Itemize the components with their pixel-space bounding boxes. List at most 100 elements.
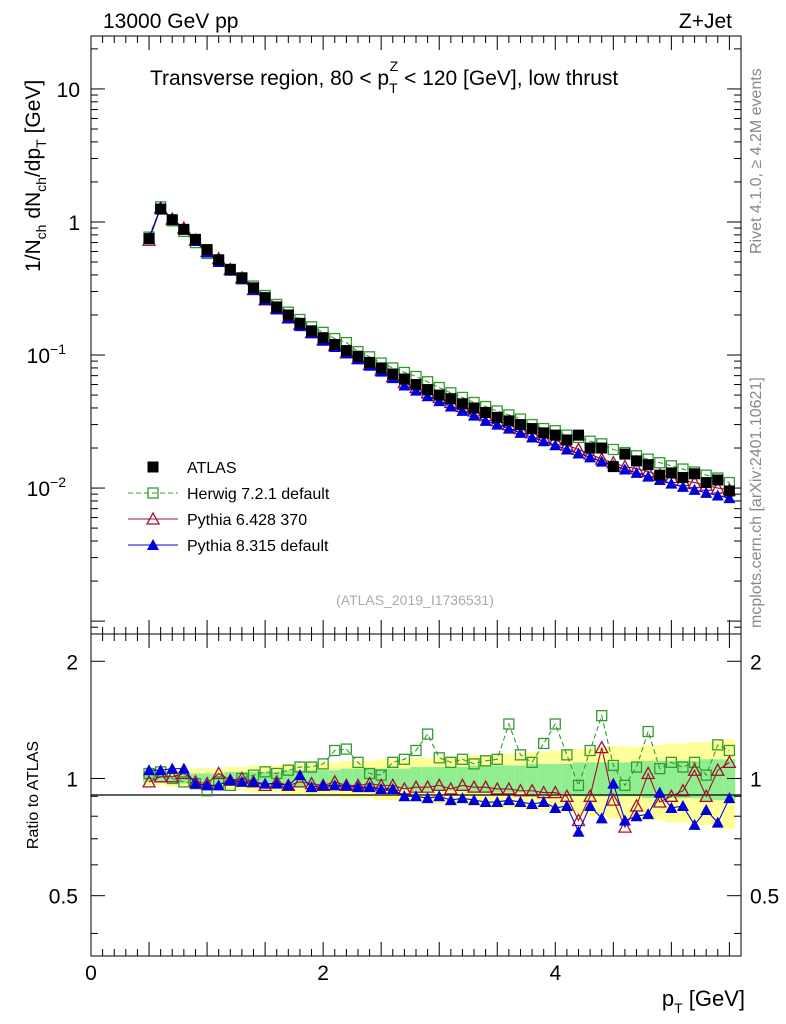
ratio-point-pythia-6-428-370 <box>617 819 633 833</box>
ratio-point-pythia-8-315-default <box>642 808 655 820</box>
ratio-point-pythia-8-315-default <box>456 792 469 804</box>
main-point-atlas <box>387 368 399 380</box>
main-y-tick-label: 1 <box>68 212 80 235</box>
ratio-point-pythia-8-315-default <box>305 781 318 793</box>
ratio-point-herwig-7-2-1-default <box>352 756 364 769</box>
ratio-point-pythia-8-315-default <box>410 790 422 802</box>
main-point-atlas <box>213 254 225 266</box>
main-point-atlas <box>236 272 248 284</box>
ratio-band-inner <box>445 767 457 791</box>
ratio-y-tick-label: 1 <box>66 768 78 791</box>
x-tick-label: 0 <box>85 962 97 985</box>
main-point-atlas <box>294 317 306 329</box>
main-point-atlas <box>317 332 329 344</box>
ratio-band-inner <box>537 763 550 795</box>
main-point-pythia-8-315-default <box>665 477 678 489</box>
main-point-atlas <box>340 345 352 357</box>
ratio-point-herwig-7-2-1-default <box>445 756 457 769</box>
main-point-atlas <box>433 389 445 401</box>
legend: ATLAS Herwig 7.2.1 default Pythia 6.428 37… <box>128 460 330 555</box>
ratio-point-pythia-6-428-370 <box>722 755 737 769</box>
ratio-point-pythia-8-315-default <box>711 816 724 828</box>
ratio-point-pythia-8-315-default <box>723 792 736 804</box>
main-point-pythia-8-315-default <box>526 431 539 443</box>
main-point-atlas <box>410 379 422 391</box>
ratio-point-herwig-7-2-1-default <box>561 749 573 761</box>
main-point-atlas <box>468 402 480 414</box>
ratio-point-pythia-8-315-default <box>189 777 202 789</box>
ratio-point-herwig-7-2-1-default <box>282 764 294 776</box>
main-point-pythia-8-315-default <box>700 486 713 498</box>
ratio-point-herwig-7-2-1-default <box>642 725 654 738</box>
plot-title-prefix: Transverse region, 80 < p <box>150 67 389 90</box>
ratio-point-herwig-7-2-1-default <box>538 737 550 750</box>
main-point-pythia-8-315-default <box>514 426 527 438</box>
ratio-point-pythia-8-315-default <box>235 775 248 787</box>
x-tick-label: 2 <box>317 962 329 985</box>
main-point-pythia-8-315-default <box>549 439 562 451</box>
ratio-point-pythia-8-315-default <box>270 777 283 789</box>
main-point-herwig-7-2-1-default <box>654 457 666 469</box>
ratio-point-pythia-8-315-default <box>398 790 411 802</box>
legend-item-atlas: ATLAS <box>147 460 237 477</box>
main-point-pythia-8-315-default <box>630 466 643 478</box>
main-point-atlas <box>596 442 608 454</box>
main-point-pythia-8-315-default <box>398 379 411 391</box>
legend-label: Pythia 8.315 default <box>187 538 329 555</box>
ratio-point-pythia-6-428-370 <box>675 783 691 797</box>
energy-label: 13000 GeV pp <box>103 10 238 33</box>
ratio-series-pythia-8-315-default <box>143 762 736 837</box>
main-point-atlas <box>329 338 341 350</box>
legend-label: Pythia 6.428 370 <box>187 512 307 529</box>
main-point-atlas <box>422 384 434 396</box>
main-point-atlas <box>503 415 515 427</box>
ratio-point-pythia-8-315-default <box>537 796 550 808</box>
main-y-axis-label: 1/Nch dNch/dpT [GeV] <box>22 80 49 272</box>
main-point-atlas <box>631 455 643 467</box>
ratio-band-inner <box>526 763 538 795</box>
ratio-point-pythia-6-428-370 <box>571 813 586 827</box>
main-point-atlas <box>514 419 526 431</box>
ratio-line-herwig-7-2-1-default <box>148 713 730 792</box>
ratio-point-pythia-6-428-370 <box>699 788 714 802</box>
main-point-atlas <box>364 356 376 368</box>
main-point-pythia-8-315-default <box>421 390 434 402</box>
ratio-point-pythia-8-315-default <box>572 825 585 837</box>
legend-marker <box>147 539 159 550</box>
ratio-point-herwig-7-2-1-default <box>526 756 538 769</box>
ratio-y-tick-label-right: 0.5 <box>750 886 779 909</box>
main-point-atlas <box>677 472 689 484</box>
ratio-band-inner <box>328 770 341 788</box>
main-line-pythia-6-428-370 <box>148 207 730 491</box>
ratio-band-inner <box>561 763 573 795</box>
ratio-point-herwig-7-2-1-default <box>491 753 503 765</box>
main-point-atlas <box>607 461 619 473</box>
ratio-y-axis-label: Ratio to ATLAS <box>25 741 42 849</box>
ratio-point-herwig-7-2-1-default <box>479 755 492 767</box>
ratio-point-herwig-7-2-1-default <box>619 779 631 792</box>
main-point-pythia-8-315-default <box>444 400 457 412</box>
ratio-point-pythia-8-315-default <box>676 799 689 811</box>
ratio-point-herwig-7-2-1-default <box>387 756 399 769</box>
main-point-atlas <box>642 459 654 471</box>
ratio-point-pythia-6-428-370 <box>153 769 168 783</box>
main-point-atlas <box>480 406 492 418</box>
ratio-point-pythia-8-315-default <box>444 794 457 806</box>
ratio-point-herwig-7-2-1-default <box>421 728 434 740</box>
main-point-atlas <box>224 263 236 275</box>
ratio-point-herwig-7-2-1-default <box>654 762 666 775</box>
ratio-point-pythia-6-428-370 <box>687 762 702 776</box>
main-series-pythia-8-315-default <box>143 201 736 504</box>
main-point-pythia-8-315-default <box>584 451 597 463</box>
main-point-atlas <box>259 292 271 304</box>
ratio-point-pythia-6-428-370 <box>211 766 226 780</box>
ratio-point-pythia-8-315-default <box>584 799 597 811</box>
legend-item-pythia-8-315-default: Pythia 8.315 default <box>128 538 329 555</box>
main-point-pythia-8-315-default <box>410 384 422 396</box>
ratio-band-inner <box>491 765 504 793</box>
ratio-point-herwig-7-2-1-default <box>584 744 596 757</box>
ratio-y-tick-label: 2 <box>66 651 78 674</box>
ratio-band-inner <box>723 759 736 801</box>
ratio-point-pythia-8-315-default <box>166 762 179 774</box>
ratio-point-pythia-8-315-default <box>688 818 701 830</box>
